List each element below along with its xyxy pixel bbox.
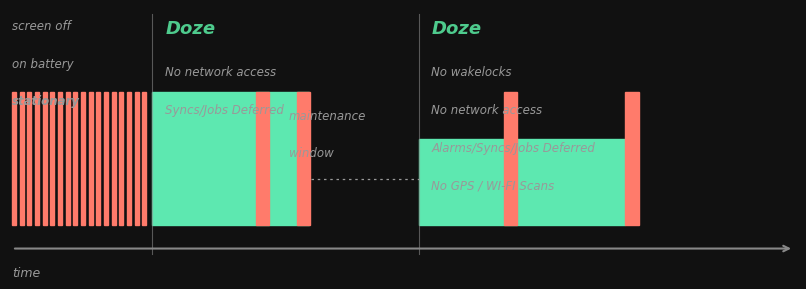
Bar: [625, 92, 639, 225]
Bar: [504, 92, 517, 225]
Bar: [297, 92, 310, 225]
Bar: [89, 92, 93, 225]
Bar: [135, 92, 139, 225]
Text: time: time: [12, 267, 40, 280]
Text: stationary: stationary: [12, 95, 80, 108]
Bar: [143, 92, 147, 225]
Bar: [152, 92, 309, 225]
Bar: [119, 92, 123, 225]
Bar: [81, 92, 85, 225]
Text: Syncs/Jobs Deferred: Syncs/Jobs Deferred: [165, 104, 284, 117]
Bar: [27, 92, 31, 225]
Text: on battery: on battery: [12, 58, 73, 71]
Text: No network access: No network access: [431, 104, 542, 117]
Bar: [96, 92, 100, 225]
Bar: [73, 92, 77, 225]
Bar: [256, 92, 269, 225]
Text: Alarms/Syncs/Jobs Deferred: Alarms/Syncs/Jobs Deferred: [431, 142, 595, 155]
Bar: [50, 92, 55, 225]
Text: No network access: No network access: [165, 66, 276, 79]
Bar: [419, 139, 625, 225]
Bar: [58, 92, 62, 225]
Text: No wakelocks: No wakelocks: [431, 66, 512, 79]
Text: Doze: Doze: [165, 20, 215, 38]
Text: window: window: [289, 147, 334, 160]
Bar: [12, 92, 16, 225]
Bar: [127, 92, 131, 225]
Bar: [35, 92, 39, 225]
Bar: [43, 92, 47, 225]
Bar: [65, 92, 69, 225]
Text: Doze: Doze: [431, 20, 481, 38]
Text: screen off: screen off: [12, 20, 71, 33]
Bar: [104, 92, 108, 225]
Bar: [19, 92, 24, 225]
Text: No GPS / WI-FI Scans: No GPS / WI-FI Scans: [431, 179, 555, 192]
Bar: [111, 92, 116, 225]
Text: maintenance: maintenance: [289, 110, 366, 123]
